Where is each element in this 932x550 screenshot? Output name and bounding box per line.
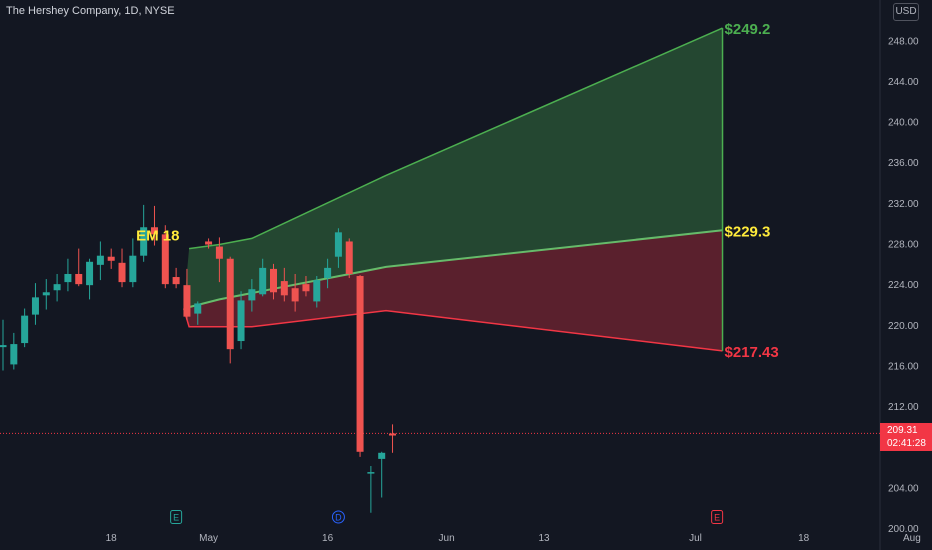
time-tick-label: Jun [439, 533, 455, 544]
price-tick-label: 232.00 [888, 199, 919, 210]
price-axis[interactable]: 200.00204.00208.00212.00216.00220.00224.… [888, 36, 919, 535]
lower-band-line [182, 308, 723, 352]
candle-body [0, 345, 7, 348]
mid-band-line [183, 229, 723, 310]
price-tick-label: 236.00 [888, 158, 919, 169]
dividend-marker: D [331, 510, 345, 524]
candle-body [161, 234, 169, 285]
lower-band-area [183, 230, 723, 351]
candle-body [10, 344, 18, 365]
candle-body [302, 284, 310, 292]
candle-body [291, 288, 299, 302]
price-tick-label: 248.00 [888, 36, 919, 47]
time-tick-label: 16 [322, 533, 334, 544]
time-tick-label: Aug [903, 533, 921, 544]
marker-letter: E [173, 513, 179, 523]
expected-move-bands [0, 27, 880, 434]
earnings-marker: E [711, 510, 724, 524]
candle-body [270, 268, 277, 293]
candle-body [194, 303, 202, 314]
time-tick-label: Jul [689, 533, 702, 544]
annotations-layer: EM 18 $249.2 $229.3 $217.43 [136, 21, 779, 361]
price-tick-label: 200.00 [888, 524, 919, 535]
candle-body [205, 241, 213, 245]
candle-body [226, 258, 234, 350]
price-tick-label: 240.00 [888, 118, 919, 129]
candle-body [31, 297, 39, 315]
candle-body [248, 289, 256, 301]
candle-body [42, 292, 50, 296]
candle-body [21, 315, 29, 344]
marker-shape [331, 510, 345, 524]
price-tick-label: 224.00 [888, 280, 919, 291]
currency-button[interactable]: USD [893, 3, 919, 21]
candle-body [356, 276, 364, 452]
symbol-title: The Hershey Company, 1D, NYSE [6, 5, 175, 17]
marker-letter: E [714, 513, 720, 523]
marker-letter: D [335, 513, 342, 523]
candle-body [96, 255, 104, 265]
upper-band-area [183, 28, 723, 309]
time-tick-label: 13 [538, 533, 550, 544]
price-tick-label: 244.00 [888, 77, 919, 88]
time-tick-label: 18 [106, 533, 118, 544]
price-tick-label: 212.00 [888, 402, 919, 413]
time-tick-label: May [199, 533, 218, 544]
time-axis[interactable]: 18May16Jun13Jul18Aug15 [106, 533, 932, 544]
candle-body [367, 472, 375, 474]
time-tick-label: 18 [798, 533, 810, 544]
em-label: EM 18 [136, 227, 179, 244]
price-tick-label: 220.00 [888, 321, 919, 332]
candle-body [53, 284, 61, 291]
candle-body [345, 241, 353, 274]
candle-body [334, 232, 342, 257]
last-price-value: 209.31 [887, 425, 918, 436]
candle-body [64, 273, 72, 283]
candle-body [259, 267, 267, 295]
candle-body [237, 300, 245, 342]
candle-body [86, 261, 94, 286]
candle-body [215, 246, 223, 259]
candle-body [313, 280, 321, 302]
candle-body [118, 262, 126, 283]
candle-body [140, 227, 148, 256]
candle-body [129, 255, 137, 283]
marker-shape [170, 510, 183, 524]
earnings-marker: E [170, 510, 183, 524]
candle-body [107, 256, 115, 261]
marker-shape [711, 510, 724, 524]
candle-body [172, 277, 180, 285]
candle-body [75, 273, 83, 285]
candle-body [280, 281, 288, 296]
candle-body [183, 285, 191, 317]
price-tick-label: 228.00 [888, 240, 919, 251]
bar-countdown: 02:41:28 [887, 438, 926, 449]
candles-layer [0, 204, 397, 513]
upper-price-label: $249.2 [725, 21, 771, 38]
candle-body [150, 227, 158, 235]
candle-body [378, 452, 386, 459]
mid-price-label: $229.3 [725, 223, 771, 240]
price-tick-label: 204.00 [888, 483, 919, 494]
price-tick-label: 216.00 [888, 361, 919, 372]
upper-band-line [188, 27, 723, 250]
last-price-tag: 209.31 02:41:28 [880, 423, 932, 451]
candle-body [324, 267, 332, 279]
lower-price-label: $217.43 [725, 344, 779, 361]
candle-body [389, 433, 397, 436]
